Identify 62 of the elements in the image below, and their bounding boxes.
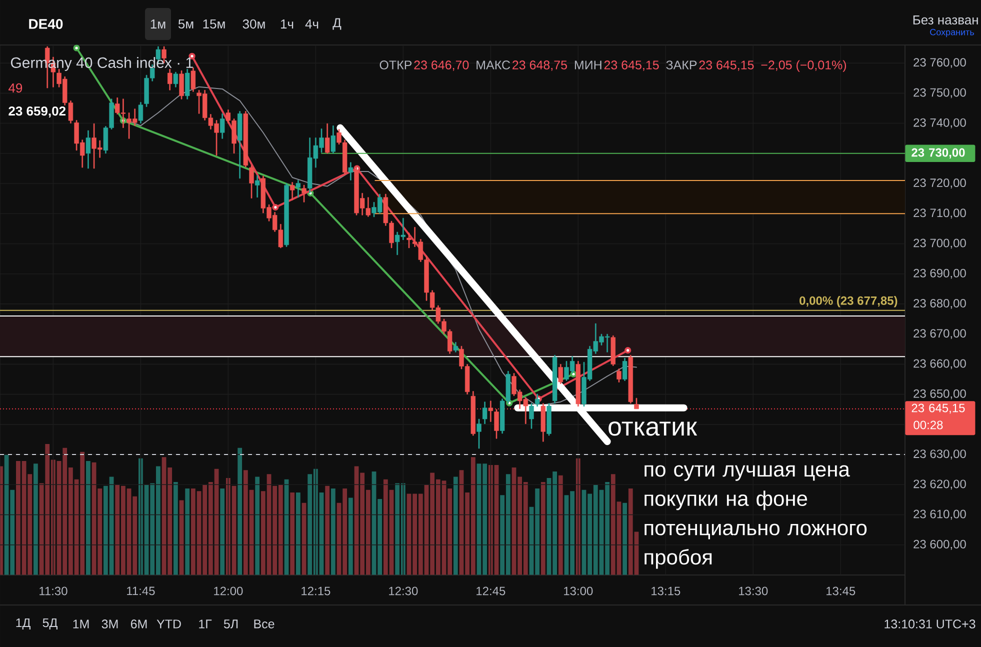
series-label: 23 730,00 xyxy=(912,148,965,159)
y-tick-label: 23 760,00 xyxy=(914,58,966,68)
text: 1Д xyxy=(16,618,30,630)
x-tick-label: 13:30 xyxy=(739,586,768,596)
annotation: ЗАКР xyxy=(666,60,697,70)
annotation: МИН xyxy=(574,60,602,70)
x-tick-label: 13:45 xyxy=(826,586,856,596)
annotation: откатик xyxy=(608,422,698,436)
text: 00:28 xyxy=(914,420,943,430)
y-tick-label: 23 750,00 xyxy=(914,88,966,98)
y-tick-label: 23 620,00 xyxy=(914,480,966,490)
text: Все xyxy=(254,620,274,628)
y-tick-label: 23 700,00 xyxy=(914,238,966,249)
x-tick-label: 12:15 xyxy=(302,586,330,596)
text: 1м xyxy=(150,20,166,28)
x-tick-label: 13:15 xyxy=(652,586,680,596)
y-tick-label: 23 690,00 xyxy=(914,268,966,279)
annotation: 49 xyxy=(8,83,22,93)
text: 5Л xyxy=(224,620,238,628)
y-tick-label: 23 630,00 xyxy=(914,450,966,460)
text: 1М xyxy=(73,620,89,628)
annotation: −2,05 (−0,01%) xyxy=(761,60,846,72)
annotation: 23 645,15 xyxy=(604,60,659,71)
text: 1ч xyxy=(280,20,294,28)
annotation: 23 659,02 xyxy=(8,106,66,118)
text: 13:10:31 UTC+3 xyxy=(884,620,976,628)
y-tick-label: 23 660,00 xyxy=(914,359,966,370)
text: 5Д xyxy=(42,618,58,630)
text: 5м xyxy=(178,19,194,29)
x-tick-label: 11:30 xyxy=(40,586,68,596)
text: 3М xyxy=(102,620,118,628)
annotation: 23 648,75 xyxy=(512,60,567,71)
y-tick-label: 23 670,00 xyxy=(914,329,966,340)
annotation: 23 646,70 xyxy=(414,60,469,71)
ref-line-label: 0,00% (23 677,85) xyxy=(800,296,898,308)
y-tick-label: 23 710,00 xyxy=(914,208,966,219)
text: Сохранить xyxy=(930,28,974,38)
text: 6М xyxy=(130,620,147,628)
text: 4ч xyxy=(305,20,318,28)
text: 30м xyxy=(242,19,265,29)
x-tick-label: 13:00 xyxy=(564,586,593,596)
x-tick-label: 12:00 xyxy=(214,586,243,596)
text: Д xyxy=(332,18,342,30)
y-tick-label: 23 610,00 xyxy=(914,510,966,520)
annotation: ОТКР xyxy=(380,60,412,70)
x-tick-label: 11:45 xyxy=(127,586,155,596)
text: Без назван xyxy=(913,15,978,25)
x-tick-label: 12:45 xyxy=(476,586,506,596)
text: YTD xyxy=(156,620,181,628)
y-tick-label: 23 600,00 xyxy=(914,540,966,550)
annotation: 23 645,15 xyxy=(699,60,754,71)
y-tick-label: 23 720,00 xyxy=(914,178,966,188)
text: 15м xyxy=(203,19,225,29)
y-tick-label: 23 680,00 xyxy=(914,299,966,309)
text: DE40 xyxy=(29,19,63,29)
annotation: МАКС xyxy=(476,60,510,70)
text: 23 645,15 xyxy=(912,404,965,414)
y-tick-label: 23 740,00 xyxy=(914,118,966,128)
y-tick-label: 23 650,00 xyxy=(914,389,966,400)
annotation: по сути лучшая цена покупки на фоне потенциально ложного пробоя xyxy=(644,465,867,569)
x-tick-label: 12:30 xyxy=(389,586,418,596)
text: 1Г xyxy=(199,620,212,628)
